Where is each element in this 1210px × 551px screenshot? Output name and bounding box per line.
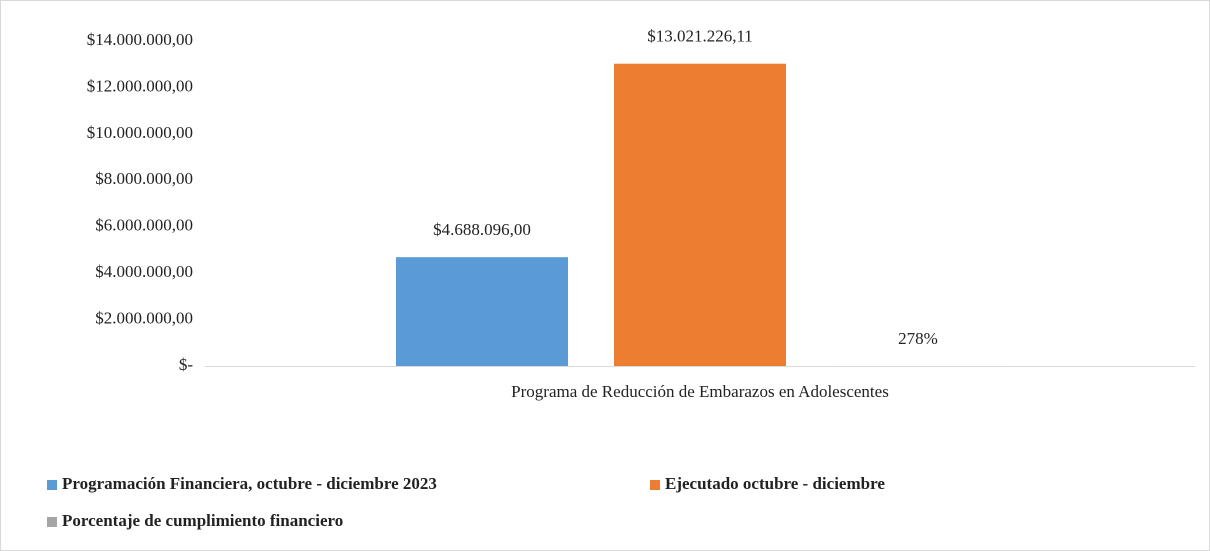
- y-tick-label: $-: [179, 355, 194, 374]
- legend-swatch: [47, 517, 57, 527]
- y-tick-label: $8.000.000,00: [95, 169, 193, 188]
- legend-label: Porcentaje de cumplimiento financiero: [62, 511, 343, 530]
- y-tick-label: $12.000.000,00: [87, 76, 193, 95]
- legend-label: Ejecutado octubre - diciembre: [665, 474, 885, 493]
- legend-swatch: [47, 480, 57, 490]
- bar: [614, 63, 786, 367]
- value-label: $13.021.226,11: [647, 27, 753, 46]
- legend-swatch: [650, 480, 660, 490]
- bar: [396, 257, 568, 366]
- value-label: $4.688.096,00: [433, 220, 531, 239]
- y-tick-label: $4.000.000,00: [95, 262, 193, 281]
- y-tick-label: $2.000.000,00: [95, 308, 193, 327]
- legend-label: Programación Financiera, octubre - dicie…: [62, 474, 437, 493]
- value-label: 278%: [898, 329, 938, 348]
- x-tick-label: Programa de Reducción de Embarazos en Ad…: [511, 382, 889, 401]
- y-tick-label: $10.000.000,00: [87, 123, 193, 142]
- y-tick-label: $6.000.000,00: [95, 216, 193, 235]
- y-tick-label: $14.000.000,00: [87, 30, 193, 49]
